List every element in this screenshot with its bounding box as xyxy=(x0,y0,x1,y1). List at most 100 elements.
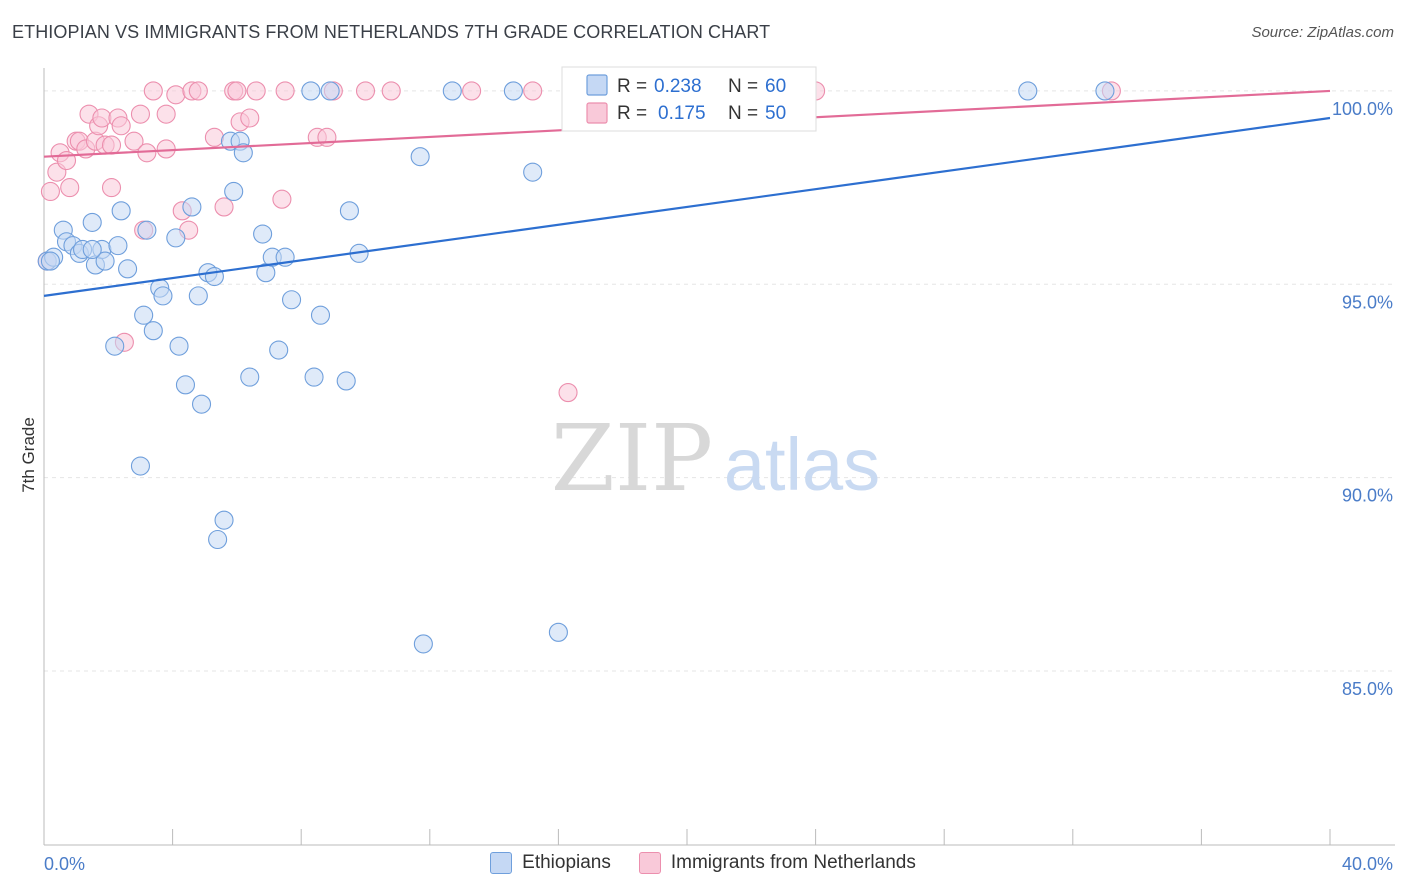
y-tick-label: 90.0% xyxy=(1342,486,1393,506)
data-point-ethiopians xyxy=(320,81,340,101)
data-point-ethiopians xyxy=(111,201,131,221)
axes xyxy=(43,68,1395,846)
y-axis-title: 7th Grade xyxy=(19,417,38,493)
data-point-ethiopians xyxy=(175,375,196,395)
data-point-netherlands xyxy=(188,81,208,101)
data-point-netherlands xyxy=(143,81,163,101)
data-point-netherlands xyxy=(111,116,131,136)
data-point-netherlands xyxy=(101,178,122,198)
data-point-ethiopians xyxy=(442,81,462,101)
data-point-ethiopians xyxy=(304,367,324,387)
data-point-ethiopians xyxy=(182,197,202,217)
data-point-ethiopians xyxy=(224,181,244,202)
data-point-ethiopians xyxy=(310,305,331,325)
legend-box: R = 0.238 N = 60 R = 0.175 N = 50 xyxy=(561,66,817,132)
legend-label-ethiopians: Ethiopians xyxy=(522,852,611,873)
chart-title: ETHIOPIAN VS IMMIGRANTS FROM NETHERLANDS… xyxy=(12,22,771,42)
legend-item-ethiopians[interactable]: Ethiopians xyxy=(490,852,611,874)
data-point-ethiopians xyxy=(95,251,115,271)
legend-n-label-2: N = xyxy=(728,103,758,124)
data-point-netherlands xyxy=(558,383,578,403)
data-point-ethiopians xyxy=(208,529,228,550)
data-point-netherlands xyxy=(462,81,482,101)
data-point-netherlands xyxy=(166,85,186,105)
data-point-netherlands xyxy=(40,181,60,202)
data-point-ethiopians xyxy=(134,305,154,325)
watermark: ZIP atlas xyxy=(551,405,880,512)
data-point-ethiopians xyxy=(548,622,568,642)
data-point-ethiopians xyxy=(105,336,125,356)
data-point-netherlands xyxy=(124,131,144,151)
data-point-netherlands xyxy=(317,127,337,147)
data-point-netherlands xyxy=(381,81,401,101)
data-point-netherlands xyxy=(246,81,266,101)
data-point-ethiopians xyxy=(82,212,102,232)
data-point-netherlands xyxy=(272,189,292,209)
data-point-ethiopians xyxy=(143,321,163,341)
data-point-ethiopians xyxy=(108,236,128,256)
legend-swatch-ethiopians xyxy=(586,74,608,96)
trend-line-ethiopians xyxy=(43,116,1331,297)
data-point-ethiopians xyxy=(40,251,60,271)
data-point-ethiopians xyxy=(523,162,543,182)
series-netherlands-points xyxy=(37,81,1121,403)
legend-n-label-1: N = xyxy=(728,76,758,97)
data-point-ethiopians xyxy=(269,340,289,360)
data-point-ethiopians xyxy=(166,228,186,248)
netherlands-swatch xyxy=(638,852,661,874)
y-tick-label: 85.0% xyxy=(1342,679,1393,699)
data-point-netherlands xyxy=(101,135,122,155)
legend-n-value-1: 60 xyxy=(765,76,786,97)
data-point-ethiopians xyxy=(253,224,273,244)
data-point-ethiopians xyxy=(204,267,224,287)
legend-r-label-2: R = xyxy=(617,103,647,124)
legend-n-value-2: 50 xyxy=(765,103,786,124)
watermark-atlas: atlas xyxy=(724,423,880,506)
data-point-ethiopians xyxy=(191,394,212,414)
data-point-ethiopians xyxy=(188,286,208,306)
y-tick-label: 95.0% xyxy=(1342,292,1393,312)
data-point-netherlands xyxy=(156,139,176,159)
legend-r-label-1: R = xyxy=(617,76,647,97)
bottom-legend: Ethiopians Immigrants from Netherlands xyxy=(0,852,1406,874)
data-point-ethiopians xyxy=(137,220,157,240)
data-point-ethiopians xyxy=(336,371,356,391)
data-point-ethiopians xyxy=(413,634,433,654)
x-tick-label: 40.0% xyxy=(1342,854,1393,874)
legend-label-netherlands: Immigrants from Netherlands xyxy=(670,852,916,873)
data-point-netherlands xyxy=(204,127,224,147)
data-point-ethiopians xyxy=(410,147,430,167)
data-point-netherlands xyxy=(92,108,112,128)
data-point-netherlands xyxy=(355,81,376,101)
data-point-ethiopians xyxy=(82,239,102,260)
data-point-ethiopians xyxy=(169,336,189,356)
data-point-ethiopians xyxy=(214,510,234,530)
data-point-ethiopians xyxy=(282,290,302,310)
data-point-netherlands xyxy=(275,81,295,101)
source-credit: Source: ZipAtlas.com xyxy=(1251,24,1394,41)
data-point-ethiopians xyxy=(339,201,359,221)
data-point-ethiopians xyxy=(118,259,138,279)
data-point-netherlands xyxy=(240,108,260,128)
series-ethiopians-points xyxy=(37,81,1115,654)
legend-swatch-netherlands xyxy=(586,102,608,124)
data-point-ethiopians xyxy=(301,81,321,101)
legend-r-value-1: 0.238 xyxy=(654,76,702,97)
tick-labels: 85.0% 90.0% 95.0% 100.0% 0.0% 40.0% xyxy=(44,99,1393,874)
data-point-ethiopians xyxy=(503,81,523,101)
data-point-ethiopians xyxy=(233,143,253,163)
data-point-netherlands xyxy=(227,81,247,101)
data-point-netherlands xyxy=(156,104,176,124)
data-point-ethiopians xyxy=(153,286,173,306)
data-point-ethiopians xyxy=(240,367,260,387)
data-point-ethiopians xyxy=(1095,81,1115,101)
data-point-ethiopians xyxy=(1018,81,1038,101)
legend-item-netherlands[interactable]: Immigrants from Netherlands xyxy=(638,852,916,874)
watermark-zip: ZIP xyxy=(551,405,713,512)
data-point-netherlands xyxy=(60,178,80,198)
data-point-ethiopians xyxy=(130,456,150,476)
data-point-netherlands xyxy=(130,104,150,124)
x-tick-label: 0.0% xyxy=(44,854,85,874)
legend-r-value-2: 0.175 xyxy=(658,103,706,124)
